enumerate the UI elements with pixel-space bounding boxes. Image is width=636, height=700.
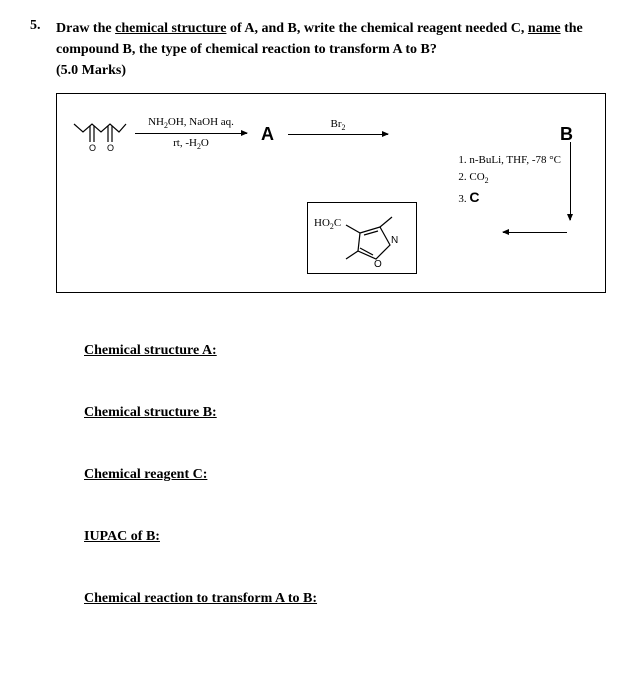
cond-line-3: 3. C — [458, 187, 561, 208]
label-b: B — [560, 124, 573, 145]
reagent-1-bot: rt, -H2O — [173, 137, 209, 152]
reagent-1-top: NH2OH, NaOH aq. — [148, 116, 234, 131]
svg-text:O: O — [107, 143, 114, 153]
arrow-2-line — [288, 134, 388, 135]
question-header: 5. Draw the chemical structure of A, and… — [30, 18, 606, 81]
q-marks: (5.0 Marks) — [56, 63, 126, 78]
q-p4: name — [528, 21, 561, 36]
isoxazole-product-icon: N O — [308, 203, 418, 275]
label-c: C — [469, 189, 479, 205]
starting-material-structure: O O — [71, 114, 129, 154]
reaction-scheme: O O NH2OH, NaOH aq. rt, -H2O A Br2 B 1. … — [56, 93, 606, 293]
arrow-1-line — [135, 133, 247, 134]
cond-line-1: 1. n-BuLi, THF, -78 °C — [458, 152, 561, 169]
answer-iupac: IUPAC of B: — [84, 529, 606, 545]
svg-text:N: N — [391, 235, 398, 246]
answer-section: Chemical structure A: Chemical structure… — [84, 343, 606, 607]
q-p2: chemical structure — [115, 21, 226, 36]
cond-line-2: 2. CO2 — [458, 169, 561, 187]
scheme-row-1: O O NH2OH, NaOH aq. rt, -H2O A Br2 B — [71, 114, 591, 154]
vertical-conditions: 1. n-BuLi, THF, -78 °C 2. CO2 3. C — [458, 152, 561, 208]
question-number: 5. — [30, 18, 56, 34]
svg-text:O: O — [89, 143, 96, 153]
reagent-2-bot — [337, 138, 340, 150]
svg-text:O: O — [374, 259, 382, 270]
reagent-2-top: Br2 — [331, 118, 346, 133]
answer-c: Chemical reagent C: — [84, 467, 606, 483]
answer-b: Chemical structure B: — [84, 405, 606, 421]
product-box: HO2C N O — [307, 202, 417, 274]
vertical-arrow — [570, 142, 571, 220]
q-p3: of A, and B, write the chemical reagent … — [226, 21, 527, 36]
question-text: Draw the chemical structure of A, and B,… — [56, 18, 606, 81]
arrow-1: NH2OH, NaOH aq. rt, -H2O — [135, 116, 247, 152]
q-p1: Draw the — [56, 21, 115, 36]
back-arrow — [503, 232, 567, 233]
answer-rxn: Chemical reaction to transform A to B: — [84, 591, 606, 607]
arrow-2: Br2 — [288, 118, 388, 151]
ho2c-label: HO2C — [314, 217, 341, 231]
answer-a: Chemical structure A: — [84, 343, 606, 359]
label-a: A — [261, 124, 274, 145]
diketone-icon: O O — [71, 114, 129, 154]
